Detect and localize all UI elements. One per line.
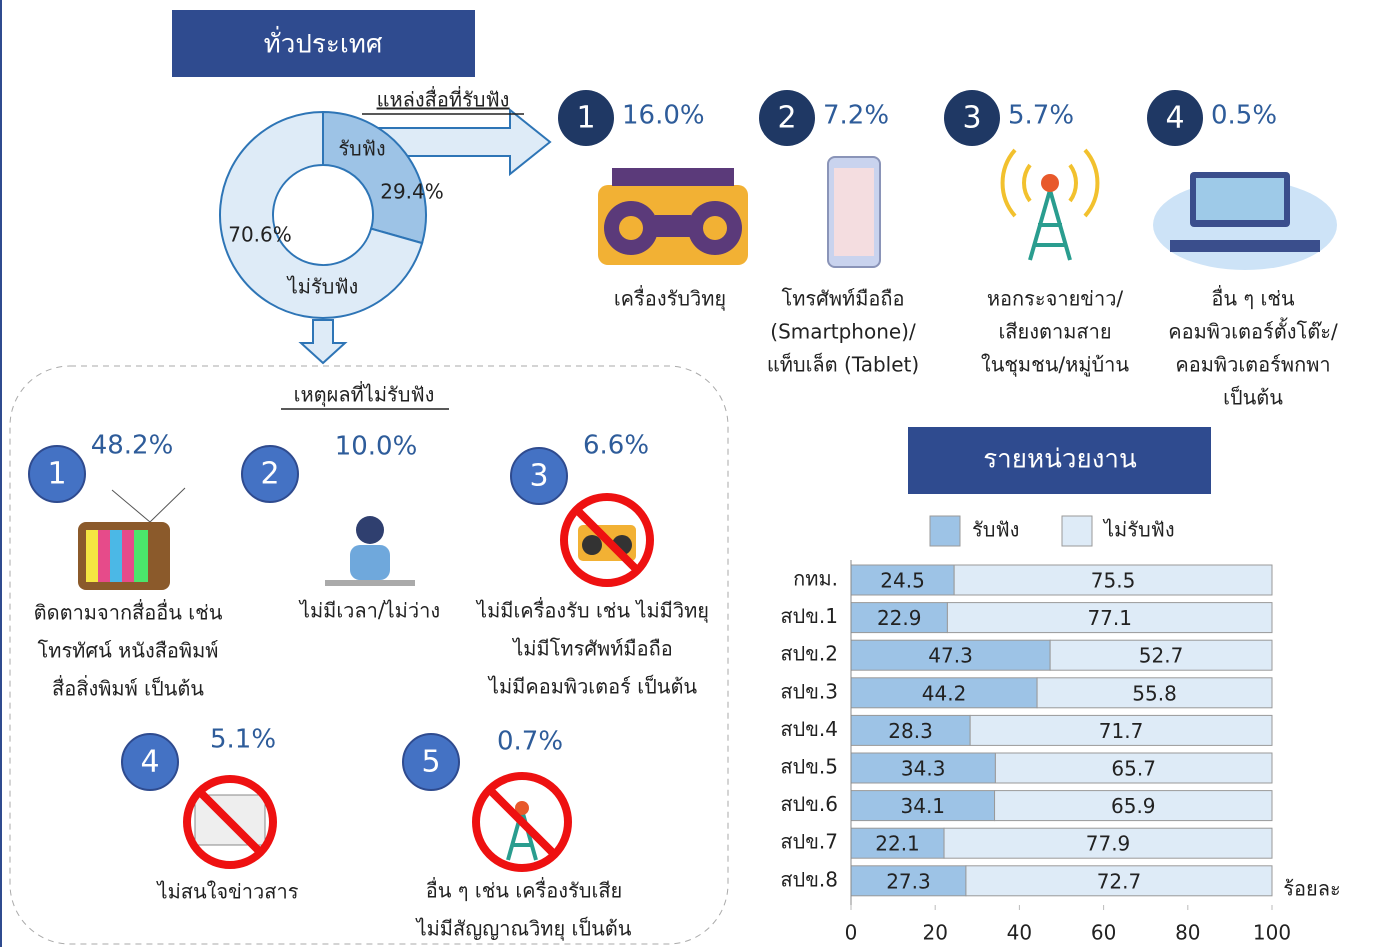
- icon-tv: [78, 488, 185, 590]
- icon-phone: [828, 157, 880, 267]
- source-label: แท็บเล็ต (Tablet): [767, 352, 919, 377]
- bar-value-label: 34.3: [901, 757, 946, 781]
- rank-number: 2: [260, 457, 279, 492]
- header-title: ทั่วประเทศ: [264, 26, 383, 60]
- source-label: ในชุมชน/หมู่บ้าน: [981, 353, 1129, 378]
- rank-number: 1: [47, 457, 66, 492]
- icon-computer: [1153, 172, 1337, 270]
- category-label: สปข.6: [780, 792, 838, 816]
- source-label: เป็นต้น: [1223, 385, 1283, 410]
- reason-label: ไม่มีเครื่องรับ เช่น ไม่มีวิทยุ: [475, 597, 709, 624]
- icon-no-signal: [476, 776, 568, 868]
- reason-percent: 5.1%: [210, 725, 276, 755]
- bar-value-label: 47.3: [928, 644, 973, 668]
- reason-label: ไม่มีคอมพิวเตอร์ เป็นต้น: [487, 674, 698, 699]
- reason-label: ไม่มีเวลา/ไม่ว่าง: [298, 599, 440, 623]
- source-percent: 0.5%: [1211, 101, 1277, 131]
- icon-no-radio: [564, 497, 650, 583]
- bar-value-label: 75.5: [1091, 569, 1136, 593]
- bar-value-label: 34.1: [901, 794, 946, 818]
- sources-title: แหล่งสื่อที่รับฟัง: [377, 86, 510, 112]
- category-label: สปข.3: [780, 679, 838, 703]
- icon-tower: [1003, 150, 1098, 260]
- bar-value-label: 77.1: [1087, 606, 1132, 630]
- reason-label: อื่น ๆ เช่น เครื่องรับเสีย: [426, 877, 623, 903]
- rank-number: 4: [1165, 101, 1184, 136]
- legend-swatch: [930, 516, 960, 546]
- source-label: เสียงตามสาย: [998, 320, 1111, 344]
- reason-label: โทรทัศน์ หนังสือพิมพ์: [38, 639, 219, 663]
- x-tick-label: 100: [1253, 921, 1291, 945]
- source-label: คอมพิวเตอร์พกพา: [1175, 353, 1330, 377]
- category-label: สปข.7: [780, 830, 838, 854]
- rank-number: 4: [140, 745, 159, 780]
- legend-swatch: [1062, 516, 1092, 546]
- bar-value-label: 28.3: [888, 719, 933, 743]
- reason-label: ไม่สนใจข่าวสาร: [156, 880, 299, 904]
- slice-label: 29.4%: [380, 180, 444, 204]
- reason-percent: 0.7%: [497, 727, 563, 757]
- reason-label: ไม่มีสัญญาณวิทยุ เป็นต้น: [415, 916, 632, 942]
- category-label: สปข.8: [780, 867, 838, 891]
- reason-label: ติดตามจากสื่ออื่น เช่น: [34, 599, 223, 625]
- source-label: คอมพิวเตอร์ตั้งโต๊ะ/: [1168, 318, 1338, 344]
- category-label: สปข.5: [780, 755, 838, 779]
- x-tick-label: 80: [1175, 921, 1200, 945]
- x-tick-label: 0: [845, 921, 858, 945]
- legend-label: รับฟัง: [972, 518, 1019, 542]
- reason-label: ไม่มีโทรศัพท์มือถือ: [511, 637, 672, 661]
- page: ทั่วประเทศ รับฟัง 29.4% ไม่รับฟัง 70.6% แหล…: [0, 0, 1381, 951]
- source-percent: 16.0%: [622, 101, 705, 131]
- x-tick-label: 60: [1091, 921, 1116, 945]
- icon-no-news: [187, 779, 273, 865]
- bar-value-label: 71.7: [1099, 719, 1144, 743]
- bar-value-label: 44.2: [922, 681, 967, 705]
- source-label: (Smartphone)/: [770, 320, 916, 344]
- source-label: อื่น ๆ เช่น: [1211, 285, 1295, 311]
- x-tick-label: 20: [922, 921, 947, 945]
- rank-number: 2: [777, 101, 796, 136]
- category-label: สปข.1: [780, 604, 838, 628]
- rank-number: 3: [962, 101, 981, 136]
- category-label: สปข.4: [780, 717, 838, 741]
- bar-value-label: 24.5: [880, 569, 925, 593]
- reason-percent: 10.0%: [335, 432, 418, 462]
- bar-value-label: 72.7: [1097, 869, 1142, 893]
- bar-value-label: 65.9: [1111, 794, 1156, 818]
- icon-radio: [598, 168, 748, 265]
- category-label: สปข.2: [780, 642, 838, 666]
- source-label: เครื่องรับวิทยุ: [614, 285, 726, 312]
- bar-title: รายหน่วยงาน: [983, 445, 1137, 475]
- reason-percent: 48.2%: [91, 431, 174, 461]
- reason-label: สื่อสิ่งพิมพ์ เป็นต้น: [52, 675, 204, 701]
- bar-value-label: 55.8: [1132, 681, 1177, 705]
- source-label: หอกระจายข่าว/: [987, 287, 1124, 311]
- arrow-down: [301, 320, 345, 363]
- rank-number: 5: [421, 745, 440, 780]
- slice-name: ไม่รับฟัง: [286, 275, 359, 299]
- x-axis-label: ร้อยละ: [1283, 877, 1340, 901]
- bar-value-label: 22.1: [875, 832, 920, 856]
- legend-label: ไม่รับฟัง: [1102, 518, 1175, 542]
- reason-percent: 6.6%: [583, 431, 649, 461]
- source-percent: 5.7%: [1008, 101, 1074, 131]
- reasons-title: เหตุผลที่ไม่รับฟัง: [294, 381, 435, 408]
- bar-value-label: 52.7: [1139, 644, 1184, 668]
- source-label: โทรศัพท์มือถือ: [781, 287, 904, 311]
- icon-busy: [325, 516, 415, 586]
- bar-value-label: 22.9: [877, 606, 922, 630]
- source-percent: 7.2%: [823, 101, 889, 131]
- category-label: กทม.: [793, 567, 838, 591]
- slice-label: 70.6%: [228, 223, 292, 247]
- rank-number: 3: [529, 459, 548, 494]
- rank-number: 1: [576, 101, 595, 136]
- bar-value-label: 27.3: [886, 869, 931, 893]
- x-tick-label: 40: [1007, 921, 1032, 945]
- slice-name: รับฟัง: [338, 137, 385, 161]
- infographic: ทั่วประเทศ รับฟัง 29.4% ไม่รับฟัง 70.6% แหล…: [0, 0, 1381, 947]
- bar-value-label: 65.7: [1111, 757, 1156, 781]
- bar-value-label: 77.9: [1086, 832, 1131, 856]
